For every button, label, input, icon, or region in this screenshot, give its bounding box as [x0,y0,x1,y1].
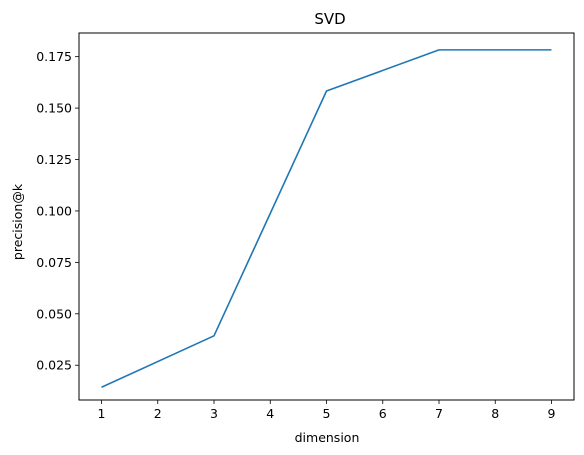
y-tick-label: 0.100 [36,203,72,218]
chart-title: SVD [314,10,345,28]
x-axis-label: dimension [295,430,360,445]
y-axis-label: precision@k [10,183,25,260]
x-tick-label: 4 [266,406,274,421]
x-tick-label: 5 [323,406,331,421]
x-tick-label: 8 [491,406,499,421]
y-tick-label: 0.150 [36,101,72,116]
series-line [101,49,552,388]
x-tick-label: 2 [154,406,162,421]
axes-frame [78,32,575,401]
x-tick-label: 1 [98,406,106,421]
plot-area: 1 2 3 4 5 6 7 8 9 0.025 0.050 0.075 0.100 0.125 0.150… [36,32,575,421]
x-axis-ticks: 1 2 3 4 5 6 7 8 9 [98,400,556,421]
y-tick-label: 0.050 [36,306,72,321]
x-tick-label: 9 [548,406,556,421]
y-tick-label: 0.125 [36,152,72,167]
y-tick-label: 0.175 [36,49,72,64]
y-tick-label: 0.025 [36,358,72,373]
x-tick-label: 6 [379,406,387,421]
series-layer [101,49,552,388]
y-tick-label: 0.075 [36,255,72,270]
y-axis-ticks: 0.025 0.050 0.075 0.100 0.125 0.150 0.175 [36,49,79,373]
x-tick-label: 3 [210,406,218,421]
x-tick-label: 7 [435,406,443,421]
